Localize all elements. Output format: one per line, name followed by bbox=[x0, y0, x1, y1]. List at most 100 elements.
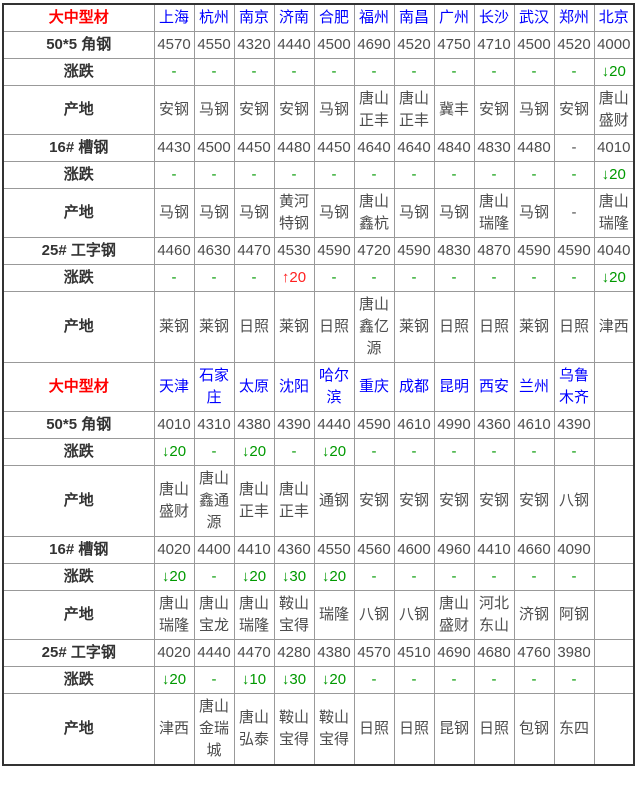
price-row: 50*5 角钢 4570 4550 4320 4440 4500 4690 4520 4750 4… bbox=[2, 31, 635, 59]
change-cell: - bbox=[513, 161, 555, 189]
origin-cell: 莱钢 bbox=[153, 291, 195, 363]
city-header[interactable]: 南京 bbox=[233, 3, 275, 32]
change-cell: - bbox=[233, 58, 275, 86]
change-cell: - bbox=[513, 264, 555, 292]
origin-cell: 鞍山宝得 bbox=[273, 590, 315, 640]
change-cell: - bbox=[393, 58, 435, 86]
origin-cell: 安钢 bbox=[153, 85, 195, 135]
price-cell: 4380 bbox=[233, 411, 275, 439]
price-cell: 4040 bbox=[593, 237, 635, 265]
change-cell: ↓20 bbox=[233, 563, 275, 591]
city-header[interactable]: 北京 bbox=[593, 3, 635, 32]
change-cell: - bbox=[353, 563, 395, 591]
price-cell: 4610 bbox=[513, 411, 555, 439]
city-header[interactable]: 沈阳 bbox=[273, 362, 315, 412]
city-header[interactable]: 郑州 bbox=[553, 3, 595, 32]
section-header-row: 大中型材 上海 杭州 南京 济南 合肥 福州 南昌 广州 长沙 武汉 郑州 北京 bbox=[2, 3, 635, 32]
change-cell: - bbox=[513, 438, 555, 466]
change-cell: - bbox=[193, 161, 235, 189]
origin-cell: 八钢 bbox=[393, 590, 435, 640]
origin-cell: 唐山盛财 bbox=[433, 590, 475, 640]
change-cell: - bbox=[553, 666, 595, 694]
origin-cell: 唐山正丰 bbox=[273, 465, 315, 537]
city-header[interactable]: 太原 bbox=[233, 362, 275, 412]
city-header[interactable]: 成都 bbox=[393, 362, 435, 412]
price-cell: 4090 bbox=[553, 536, 595, 564]
price-row: 16# 槽钢 4430 4500 4450 4480 4450 4640 4640 4840 48… bbox=[2, 134, 635, 162]
origin-cell: 马钢 bbox=[153, 188, 195, 238]
city-header[interactable]: 杭州 bbox=[193, 3, 235, 32]
origin-cell: 鞍山宝得 bbox=[273, 693, 315, 766]
origin-cell: 唐山瑞隆 bbox=[593, 188, 635, 238]
price-cell: 4390 bbox=[273, 411, 315, 439]
price-cell: 4010 bbox=[153, 411, 195, 439]
city-header[interactable]: 上海 bbox=[153, 3, 195, 32]
change-cell: - bbox=[233, 161, 275, 189]
price-cell: 4690 bbox=[353, 31, 395, 59]
change-cell: - bbox=[473, 438, 515, 466]
price-cell: 4720 bbox=[353, 237, 395, 265]
city-header[interactable]: 天津 bbox=[153, 362, 195, 412]
change-cell bbox=[593, 666, 635, 694]
change-row: 涨跌 ↓20- ↓20 ↓30 ↓20- - - - - - bbox=[2, 563, 635, 591]
origin-cell: 莱钢 bbox=[393, 291, 435, 363]
change-cell: - bbox=[353, 264, 395, 292]
price-cell: 4360 bbox=[473, 411, 515, 439]
origin-row: 产地 马钢 马钢 马钢 黄河特钢 马钢 唐山鑫杭 马钢 马钢 唐山瑞隆 马钢 - 唐山瑞隆 bbox=[2, 188, 635, 238]
city-header[interactable]: 西安 bbox=[473, 362, 515, 412]
origin-cell: 日照 bbox=[233, 291, 275, 363]
price-cell: 4610 bbox=[393, 411, 435, 439]
price-cell: 4470 bbox=[233, 237, 275, 265]
price-cell: 4870 bbox=[473, 237, 515, 265]
change-cell: - bbox=[353, 161, 395, 189]
price-cell: 4380 bbox=[313, 639, 355, 667]
origin-cell: 唐山瑞隆 bbox=[233, 590, 275, 640]
change-cell: - bbox=[473, 161, 515, 189]
city-header[interactable]: 哈尔滨 bbox=[313, 362, 355, 412]
price-table: 大中型材 上海 杭州 南京 济南 合肥 福州 南昌 广州 长沙 武汉 郑州 北京 50*5 角钢 4570 4… bbox=[2, 3, 635, 766]
price-cell: 4020 bbox=[153, 536, 195, 564]
city-header bbox=[593, 362, 635, 412]
origin-cell: 唐山弘泰 bbox=[233, 693, 275, 766]
price-cell bbox=[593, 411, 635, 439]
city-header[interactable]: 兰州 bbox=[513, 362, 555, 412]
origin-cell: 黄河特钢 bbox=[273, 188, 315, 238]
city-header[interactable]: 福州 bbox=[353, 3, 395, 32]
origin-cell: 日照 bbox=[313, 291, 355, 363]
price-cell: 4590 bbox=[553, 237, 595, 265]
change-cell: - bbox=[393, 563, 435, 591]
origin-cell: 唐山盛财 bbox=[593, 85, 635, 135]
city-header[interactable]: 乌鲁木齐 bbox=[553, 362, 595, 412]
change-cell: ↑20 bbox=[273, 264, 315, 292]
price-cell: 4550 bbox=[313, 536, 355, 564]
city-header[interactable]: 合肥 bbox=[313, 3, 355, 32]
price-row: 50*5 角钢 4010 4310 4380 4390 4440 4590 4610 4990 4… bbox=[2, 411, 635, 439]
city-header[interactable]: 长沙 bbox=[473, 3, 515, 32]
change-cell: - bbox=[313, 264, 355, 292]
city-header[interactable]: 昆明 bbox=[433, 362, 475, 412]
change-cell: - bbox=[353, 438, 395, 466]
origin-cell bbox=[593, 590, 635, 640]
row-label: 25# 工字钢 bbox=[2, 639, 155, 667]
price-cell: 4450 bbox=[313, 134, 355, 162]
change-cell: ↓20 bbox=[313, 666, 355, 694]
city-header[interactable]: 南昌 bbox=[393, 3, 435, 32]
city-header[interactable]: 武汉 bbox=[513, 3, 555, 32]
price-cell: 4440 bbox=[313, 411, 355, 439]
origin-cell: 日照 bbox=[393, 693, 435, 766]
change-cell: - bbox=[353, 666, 395, 694]
city-header[interactable]: 广州 bbox=[433, 3, 475, 32]
price-table-body: 大中型材 上海 杭州 南京 济南 合肥 福州 南昌 广州 长沙 武汉 郑州 北京 50*5 角钢 4570 4… bbox=[2, 3, 635, 766]
change-cell: - bbox=[193, 58, 235, 86]
change-cell: - bbox=[193, 666, 235, 694]
origin-cell: 莱钢 bbox=[193, 291, 235, 363]
city-header[interactable]: 济南 bbox=[273, 3, 315, 32]
city-header[interactable]: 石家庄 bbox=[193, 362, 235, 412]
origin-cell: 日照 bbox=[353, 693, 395, 766]
price-cell: 4750 bbox=[433, 31, 475, 59]
price-cell: 4760 bbox=[513, 639, 555, 667]
city-header[interactable]: 重庆 bbox=[353, 362, 395, 412]
change-cell: - bbox=[313, 161, 355, 189]
price-cell: 4440 bbox=[193, 639, 235, 667]
origin-cell: 日照 bbox=[553, 291, 595, 363]
